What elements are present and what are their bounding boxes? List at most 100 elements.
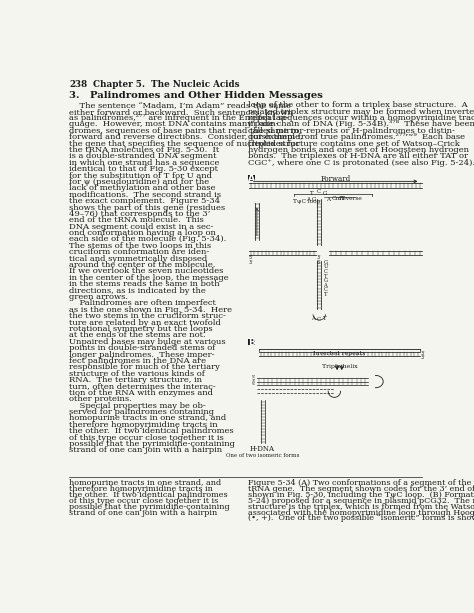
Text: B: B <box>248 338 255 347</box>
Text: 3': 3' <box>317 254 321 259</box>
Text: 5': 5' <box>317 259 321 265</box>
Text: loop of the other to form a triplex base structure.  A: loop of the other to form a triplex base… <box>247 101 467 109</box>
Text: Inverted repeats: Inverted repeats <box>313 351 365 356</box>
Text: longer palindromes.  These imper-: longer palindromes. These imper- <box>69 351 215 359</box>
Text: structure is the triplex, which is formed from the Watson–Crick duplex (•): structure is the triplex, which is forme… <box>247 503 474 511</box>
Text: ond conformation having a loop on: ond conformation having a loop on <box>69 229 216 237</box>
Text: 5': 5' <box>248 254 253 259</box>
Text: strand of one can join with a hairpin: strand of one can join with a hairpin <box>69 446 222 454</box>
Text: TψC loop: TψC loop <box>292 199 320 204</box>
Text: for the substitution of T for U and: for the substitution of T for U and <box>69 172 212 180</box>
Text: therefore homopyrimidine tracts in: therefore homopyrimidine tracts in <box>69 421 218 429</box>
Text: 238: 238 <box>69 80 87 89</box>
Text: either forward or backward.  Such sentences, known: either forward or backward. Such sentenc… <box>69 108 293 116</box>
Text: lack of methylation and other base: lack of methylation and other base <box>69 185 216 192</box>
Text: triplex structure contains one set of Watson–Crick: triplex structure contains one set of Wa… <box>247 140 459 148</box>
Text: 3': 3' <box>251 379 255 383</box>
Text: 49–76) that corresponds to the 3’: 49–76) that corresponds to the 3’ <box>69 210 210 218</box>
Text: green arrows.: green arrows. <box>69 293 128 301</box>
Text: strand of one can join with a hairpin: strand of one can join with a hairpin <box>69 509 218 517</box>
Text: guage.  However, most DNA contains many palin-: guage. However, most DNA contains many p… <box>69 120 279 129</box>
Text: T: T <box>310 191 313 196</box>
Text: If we overlook the seven nucleotides: If we overlook the seven nucleotides <box>69 267 224 275</box>
Text: Special properties may be ob-: Special properties may be ob- <box>69 402 206 409</box>
Text: guish them from true palindromes.²⁷⁷ʳʷ⁹  Each base: guish them from true palindromes.²⁷⁷ʳʷ⁹ … <box>247 133 465 141</box>
Text: G: G <box>324 260 328 265</box>
Text: G: G <box>311 197 316 202</box>
Text: One of two isomeric forms: One of two isomeric forms <box>226 453 299 458</box>
Text: shown in Fig. 5-30, including the TψC loop.  (B) Formation of H-DNA (Fig.: shown in Fig. 5-30, including the TψC lo… <box>247 491 474 499</box>
Text: called mirror-repeats or H-palindromes to distin-: called mirror-repeats or H-palindromes t… <box>247 127 455 135</box>
Text: in the stems reads the same in both: in the stems reads the same in both <box>69 280 220 288</box>
Text: of this type occur close together it is: of this type occur close together it is <box>69 433 224 441</box>
Text: ture are related by an exact twofold: ture are related by an exact twofold <box>69 319 221 327</box>
Text: in one chain of DNA (Fig. 5-34B).³⁷⁸  These have been: in one chain of DNA (Fig. 5-34B).³⁷⁸ The… <box>247 120 474 129</box>
Text: directions, as is indicated by the: directions, as is indicated by the <box>69 287 206 295</box>
Text: the other.  If two identical palindromes: the other. If two identical palindromes <box>69 491 228 499</box>
Text: shows the part of this gene (residues: shows the part of this gene (residues <box>69 204 226 211</box>
Text: C: C <box>324 269 328 274</box>
Text: each side of the molecule (Fig. 5-34).: each side of the molecule (Fig. 5-34). <box>69 235 227 243</box>
Text: C: C <box>324 287 328 292</box>
Text: A: A <box>306 197 310 202</box>
Text: G: G <box>323 191 327 196</box>
Text: Figure 5-34 (A) Two conformations of a segment of the yeast phenylalanine: Figure 5-34 (A) Two conformations of a s… <box>247 479 474 487</box>
Text: U: U <box>324 264 328 269</box>
Text: T: T <box>324 273 327 279</box>
Text: repeat sequences occur within a homopyrimidine tract: repeat sequences occur within a homopyri… <box>247 114 474 122</box>
Text: cruciform conformation are iden-: cruciform conformation are iden- <box>69 248 210 256</box>
Text: 5': 5' <box>251 383 255 386</box>
Text: the exact complement.  Figure 5-34: the exact complement. Figure 5-34 <box>69 197 220 205</box>
Text: as palindromes,²⁷⁷ are infrequent in the English lan-: as palindromes,²⁷⁷ are infrequent in the… <box>69 114 289 122</box>
Text: Triple helix: Triple helix <box>321 365 357 370</box>
Text: end of the tRNA molecule.  This: end of the tRNA molecule. This <box>69 216 204 224</box>
Text: around the center of the molecule.: around the center of the molecule. <box>69 261 216 269</box>
Text: turn, often determines the interac-: turn, often determines the interac- <box>69 383 216 390</box>
Text: in the center of the loop, the message: in the center of the loop, the message <box>69 274 229 282</box>
Text: (•, +).  One of the two possible “isomeric” forms is shown.  See Mirkin et al.³⁷: (•, +). One of the two possible “isomeri… <box>247 514 474 522</box>
Text: 3': 3' <box>420 351 425 356</box>
Text: homopurine tracts in one strand, and: homopurine tracts in one strand, and <box>69 479 221 487</box>
Text: therefore homopyrimidine tracts in: therefore homopyrimidine tracts in <box>69 485 213 493</box>
Text: other proteins.: other proteins. <box>69 395 132 403</box>
Text: tion of the RNA with enzymes and: tion of the RNA with enzymes and <box>69 389 213 397</box>
Text: A: A <box>324 283 327 288</box>
Text: served for palindromes containing: served for palindromes containing <box>69 408 214 416</box>
Text: The stems of the two loops in this: The stems of the two loops in this <box>69 242 211 250</box>
Text: the tRNA molecules of Fig. 5-30.  It: the tRNA molecules of Fig. 5-30. It <box>69 146 219 154</box>
Text: associated with the homopyrimidine loop through Hoogsteen base pairing: associated with the homopyrimidine loop … <box>247 509 474 517</box>
Text: G: G <box>324 278 328 283</box>
Text: homopurine tracts in one strand, and: homopurine tracts in one strand, and <box>69 414 227 422</box>
Text: tical and symmetrically disposed: tical and symmetrically disposed <box>69 254 208 262</box>
Text: A: A <box>311 316 316 321</box>
Text: T: T <box>324 292 327 297</box>
Text: H-DNA: H-DNA <box>250 445 275 453</box>
Text: at the ends of the stems are not.: at the ends of the stems are not. <box>69 332 206 340</box>
Text: fect palindromes in the DNA are: fect palindromes in the DNA are <box>69 357 206 365</box>
Bar <box>248 175 255 181</box>
Text: modifications.  The second strand is: modifications. The second strand is <box>69 191 221 199</box>
Bar <box>248 339 255 345</box>
Text: A: A <box>248 173 255 183</box>
Text: Chapter 5.  The Nucleic Acids: Chapter 5. The Nucleic Acids <box>92 80 239 89</box>
Text: in which one strand has a sequence: in which one strand has a sequence <box>69 159 220 167</box>
Text: Forward: Forward <box>320 175 351 183</box>
Text: A: A <box>326 197 330 202</box>
Text: The sentence “Madam, I’m Adam” reads the same: The sentence “Madam, I’m Adam” reads the… <box>69 101 292 109</box>
Text: T: T <box>322 316 326 321</box>
Text: CmT: CmT <box>332 196 346 201</box>
Text: hydrogen bonds and one set of Hoogsteen hydrogen: hydrogen bonds and one set of Hoogsteen … <box>247 146 469 154</box>
Text: tRNA gene.  The segment shown codes for the 3’ end of the tRNA molecule: tRNA gene. The segment shown codes for t… <box>247 485 474 493</box>
Text: C: C <box>317 189 321 194</box>
Text: 3': 3' <box>420 356 425 360</box>
Text: forward and reverse directions.  Consider, for example,: forward and reverse directions. Consider… <box>69 133 303 141</box>
Text: rotational symmetry but the loops: rotational symmetry but the loops <box>69 325 213 333</box>
Text: as is the one shown in Fig. 5-34.  Here: as is the one shown in Fig. 5-34. Here <box>69 306 232 314</box>
Text: responsible for much of the tertiary: responsible for much of the tertiary <box>69 364 220 371</box>
Text: RNA.  The tertiary structure, in: RNA. The tertiary structure, in <box>69 376 202 384</box>
Text: structure of the various kinds of: structure of the various kinds of <box>69 370 205 378</box>
Text: the other.  If two identical palindromes: the other. If two identical palindromes <box>69 427 234 435</box>
Text: C: C <box>317 318 321 322</box>
Text: Reverse: Reverse <box>339 196 363 201</box>
Text: Palindromes are often imperfect: Palindromes are often imperfect <box>69 299 216 307</box>
